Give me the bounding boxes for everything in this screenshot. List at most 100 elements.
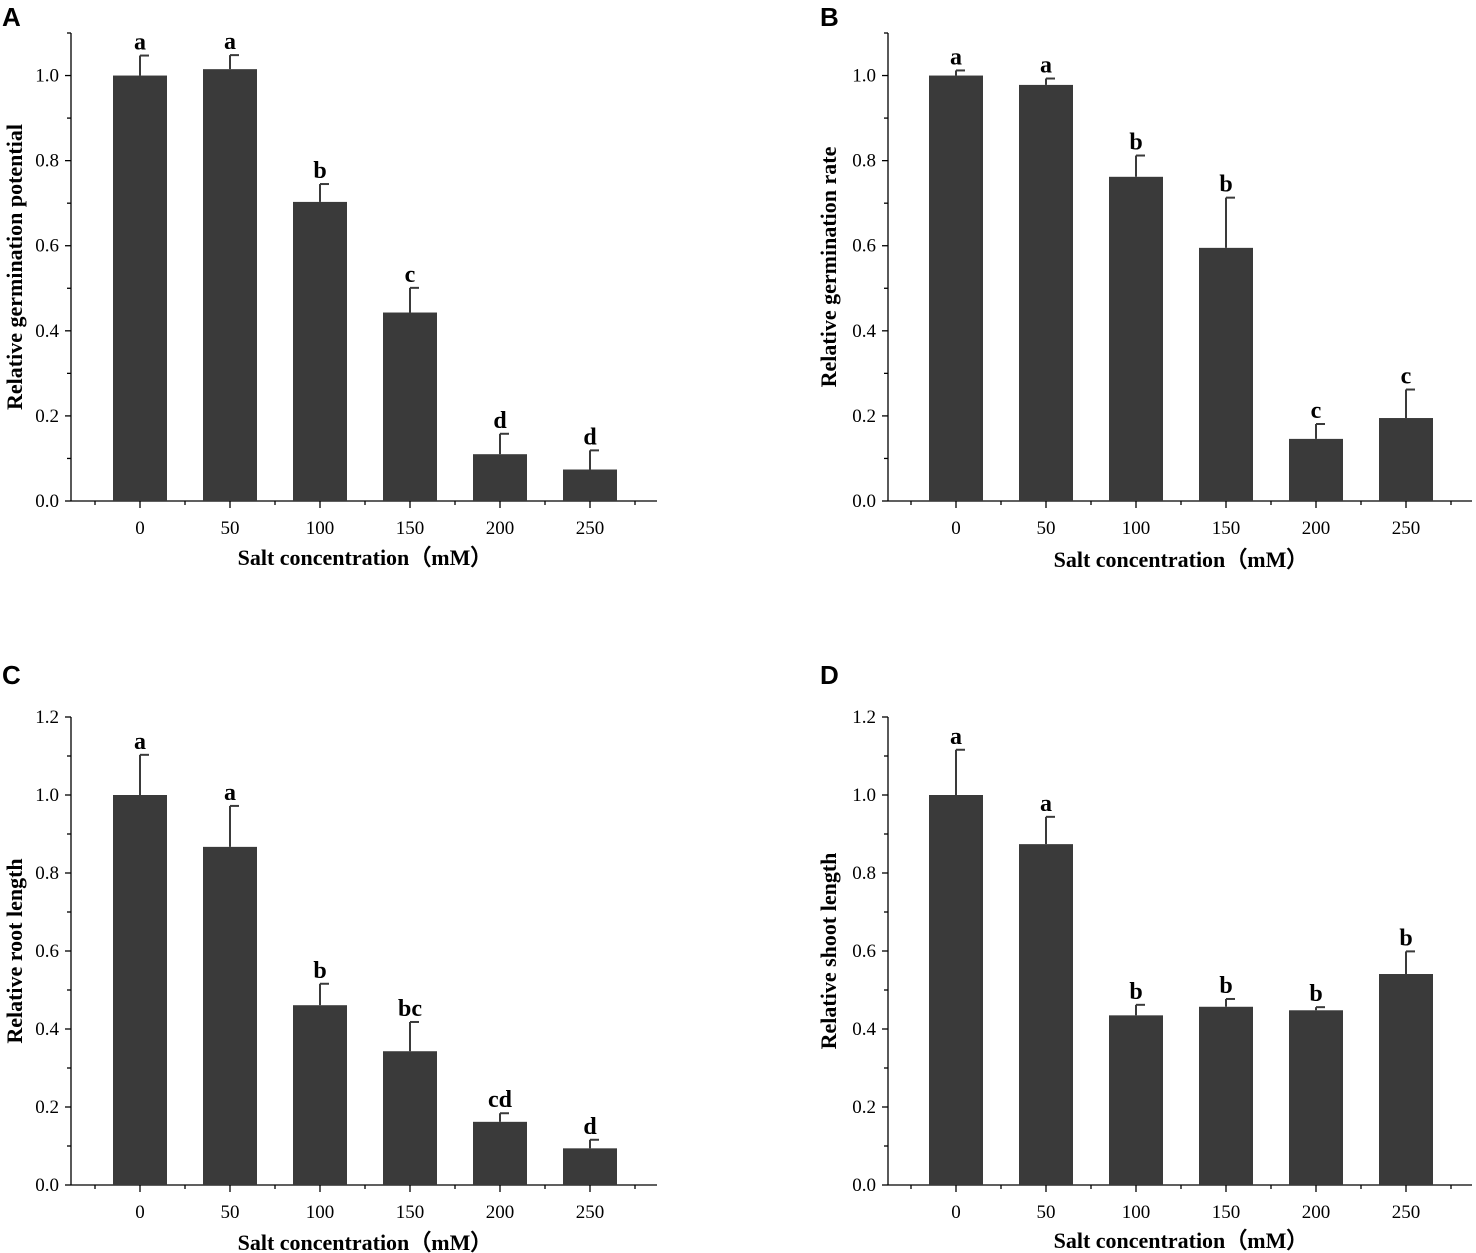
y-tick-label: 0.6 xyxy=(35,236,59,257)
x-tick-label: 250 xyxy=(576,1202,605,1223)
bar-0 xyxy=(113,795,167,1185)
x-axis-title: Salt concentration（mM） xyxy=(238,1230,493,1253)
y-axis-title: Relative germination potential xyxy=(2,124,27,410)
significance-label: a xyxy=(224,29,236,55)
x-tick-label: 50 xyxy=(1037,518,1056,539)
y-tick-label: 0.0 xyxy=(35,491,59,512)
significance-label: b xyxy=(1219,172,1232,198)
y-tick-label: 0.0 xyxy=(852,1175,876,1196)
x-tick-label: 200 xyxy=(486,518,515,539)
y-tick-label: 1.2 xyxy=(852,707,876,728)
significance-label: b xyxy=(1129,130,1142,156)
panel-c: C 0.0 0.2 0.4 0.6 0.8 1.0 1.2 0 50 100 150 200 250 a a b… xyxy=(2,660,657,1253)
significance-label: a xyxy=(224,780,236,806)
y-tick-label: 0.4 xyxy=(852,1019,876,1040)
bar-250 xyxy=(563,469,617,501)
bar-250 xyxy=(563,1148,617,1185)
y-tick-label: 0.0 xyxy=(852,491,876,512)
x-tick-label: 150 xyxy=(1212,518,1241,539)
x-tick-label: 200 xyxy=(486,1202,515,1223)
bar-150 xyxy=(1199,1006,1253,1185)
x-axis-title: Salt concentration（mM） xyxy=(238,545,493,570)
x-tick-label: 0 xyxy=(951,1202,961,1223)
bar-100 xyxy=(293,1005,347,1185)
bar-100 xyxy=(1109,1015,1163,1185)
x-axis-title: Salt concentration（mM） xyxy=(1054,1228,1309,1253)
x-tick-label: 50 xyxy=(221,1202,240,1223)
bar-0 xyxy=(929,795,983,1185)
bar-0 xyxy=(929,75,983,501)
significance-label: d xyxy=(583,1114,597,1140)
bar-150 xyxy=(383,1051,437,1185)
significance-label: a xyxy=(1040,53,1052,79)
significance-label: a xyxy=(950,44,962,70)
significance-label: b xyxy=(1219,973,1232,999)
y-tick-label: 1.0 xyxy=(35,785,59,806)
bar-200 xyxy=(473,454,527,501)
y-axis-title: Relative shoot length xyxy=(816,853,841,1050)
y-axis-title: Relative germination rate xyxy=(816,146,841,387)
y-tick-label: 0.6 xyxy=(35,941,59,962)
bar-250 xyxy=(1379,418,1433,501)
bar-50 xyxy=(1019,844,1073,1185)
x-tick-label: 200 xyxy=(1302,518,1331,539)
bar-150 xyxy=(383,312,437,501)
y-tick-label: 0.4 xyxy=(35,321,59,342)
x-tick-label: 250 xyxy=(576,518,605,539)
x-tick-label: 250 xyxy=(1392,1202,1421,1223)
x-tick-label: 0 xyxy=(135,1202,145,1223)
bar-100 xyxy=(1109,176,1163,501)
significance-label: b xyxy=(313,958,326,984)
y-tick-label: 0.8 xyxy=(35,863,59,884)
x-tick-label: 50 xyxy=(221,518,240,539)
panel-letter: C xyxy=(2,660,21,690)
y-tick-label: 0.2 xyxy=(35,1097,59,1118)
x-tick-label: 50 xyxy=(1037,1202,1056,1223)
panel-b: B 0.0 0.2 0.4 0.6 0.8 1.0 0 50 100 150 200 250 a a b b c c… xyxy=(816,2,1472,572)
y-tick-label: 0.6 xyxy=(852,236,876,257)
significance-label: c xyxy=(1311,398,1322,424)
bar-150 xyxy=(1199,247,1253,501)
significance-label: bc xyxy=(398,996,422,1022)
bar-0 xyxy=(113,75,167,501)
y-tick-label: 0.0 xyxy=(35,1175,59,1196)
x-tick-label: 150 xyxy=(1212,1202,1241,1223)
x-tick-label: 0 xyxy=(135,518,145,539)
significance-label: a xyxy=(134,729,146,755)
y-axis-title: Relative root length xyxy=(2,858,27,1043)
x-tick-label: 200 xyxy=(1302,1202,1331,1223)
bar-50 xyxy=(1019,84,1073,501)
y-tick-label: 1.0 xyxy=(852,66,876,87)
x-tick-label: 0 xyxy=(951,518,961,539)
x-tick-label: 100 xyxy=(306,518,335,539)
significance-label: b xyxy=(1309,981,1322,1007)
panel-letter: B xyxy=(820,2,839,32)
bar-50 xyxy=(203,846,257,1185)
bar-50 xyxy=(203,69,257,501)
panel-a: A 0.0 0.2 0.4 0.6 0.8 1.0 0 50 100 150 200 250 a a b c d d… xyxy=(2,2,657,570)
panel-letter: D xyxy=(820,660,839,690)
y-tick-label: 0.2 xyxy=(852,406,876,427)
significance-label: b xyxy=(313,158,326,184)
bar-250 xyxy=(1379,974,1433,1185)
significance-label: c xyxy=(1401,364,1412,390)
panel-d: D 0.0 0.2 0.4 0.6 0.8 1.0 1.2 0 50 100 150 200 250 a a b… xyxy=(816,660,1472,1253)
y-tick-label: 1.0 xyxy=(35,66,59,87)
significance-label: d xyxy=(493,408,507,434)
y-tick-label: 0.8 xyxy=(35,151,59,172)
significance-label: a xyxy=(134,30,146,56)
significance-label: d xyxy=(583,424,597,450)
x-tick-label: 250 xyxy=(1392,518,1421,539)
x-tick-label: 100 xyxy=(1122,518,1151,539)
y-tick-label: 0.4 xyxy=(35,1019,59,1040)
bar-200 xyxy=(1289,1010,1343,1185)
significance-label: a xyxy=(950,724,962,750)
bar-200 xyxy=(473,1121,527,1185)
x-axis-title: Salt concentration（mM） xyxy=(1054,547,1309,572)
significance-label: a xyxy=(1040,791,1052,817)
y-tick-label: 0.6 xyxy=(852,941,876,962)
x-tick-label: 150 xyxy=(396,1202,425,1223)
y-tick-label: 1.0 xyxy=(852,785,876,806)
bar-100 xyxy=(293,201,347,501)
y-tick-label: 0.2 xyxy=(852,1097,876,1118)
